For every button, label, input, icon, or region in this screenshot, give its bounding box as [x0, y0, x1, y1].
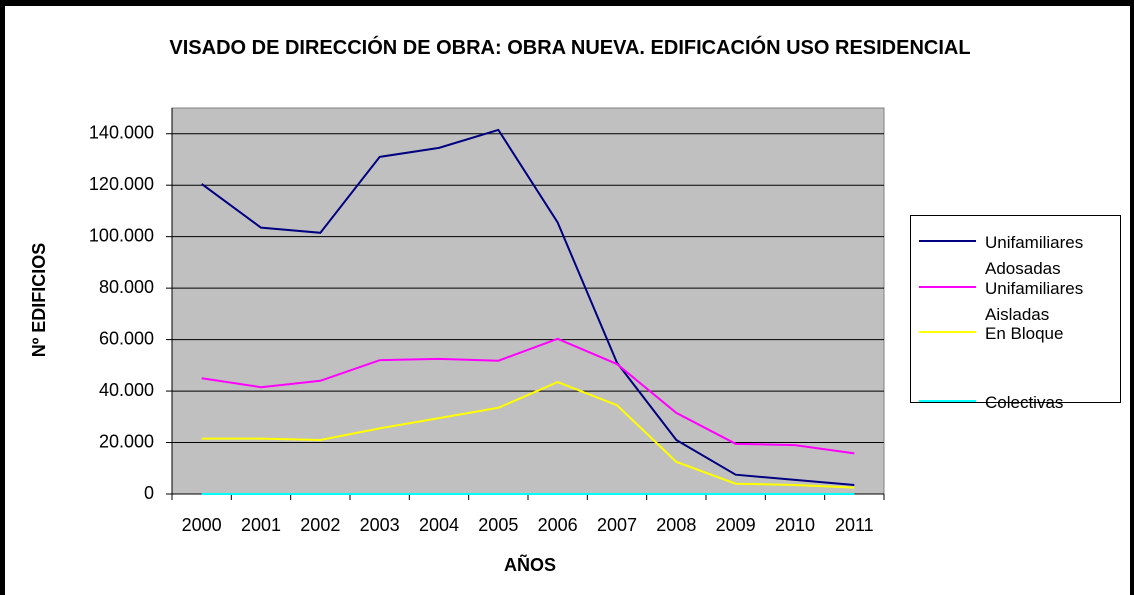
y-tick-label: 60.000 — [99, 328, 154, 348]
legend-label: Unifamiliares Aisladas — [985, 279, 1084, 324]
legend-label: Colectivas — [985, 393, 1064, 412]
y-tick-label: 100.000 — [89, 225, 154, 245]
series-line — [201, 337, 855, 455]
x-tick-label: 2010 — [775, 515, 815, 535]
x-tick-label: 2008 — [656, 515, 696, 535]
legend-swatch — [919, 240, 976, 242]
legend-label: En Bloque — [985, 324, 1064, 343]
legend-swatch — [919, 400, 976, 402]
x-axis-title: AÑOS — [504, 554, 556, 575]
y-tick-label: 120.000 — [89, 174, 154, 194]
series-line — [201, 380, 855, 489]
legend-entry: En Bloque — [911, 321, 1121, 381]
x-tick-label: 2001 — [241, 515, 281, 535]
legend-entry: Unifamiliares Aisladas — [911, 276, 1121, 336]
x-tick-label: 2005 — [478, 515, 518, 535]
plot-area — [171, 107, 885, 495]
chart-title: VISADO DE DIRECCIÓN DE OBRA: OBRA NUEVA.… — [169, 37, 971, 59]
y-tick-label: 80.000 — [99, 277, 154, 297]
x-tick-label: 2011 — [835, 515, 874, 535]
legend-swatch — [919, 331, 976, 333]
series-line — [201, 128, 855, 486]
x-tick-label: 2007 — [597, 515, 637, 535]
legend-swatch — [919, 286, 976, 288]
x-tick-label: 2002 — [300, 515, 340, 535]
y-tick-label: 40.000 — [99, 380, 154, 400]
x-tick-label: 2006 — [538, 515, 578, 535]
y-tick-label: 140.000 — [89, 122, 154, 142]
y-tick-label: 0 — [144, 483, 154, 503]
x-tick-label: 2003 — [360, 515, 400, 535]
y-tick-label: 20.000 — [99, 431, 154, 451]
y-axis-title: Nº EDIFICIOS — [29, 243, 49, 358]
x-tick-label: 2000 — [182, 515, 222, 535]
legend-label: Unifamiliares Adosadas — [985, 233, 1084, 278]
legend-entry: Colectivas — [911, 390, 1121, 450]
legend-entry: Unifamiliares Adosadas — [911, 230, 1121, 290]
legend: Unifamiliares Adosadas Unifamiliares Aisl… — [910, 215, 1121, 412]
x-tick-label: 2004 — [419, 515, 459, 535]
x-tick-label: 2009 — [716, 515, 756, 535]
